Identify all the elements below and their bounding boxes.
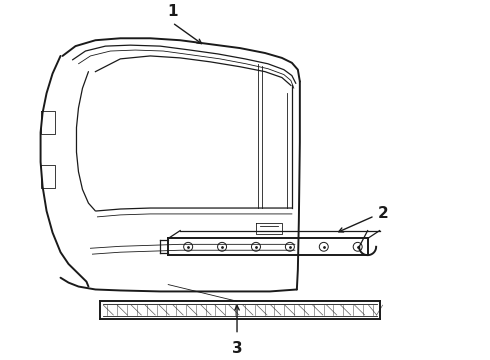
Text: 3: 3 — [232, 341, 243, 356]
Text: 2: 2 — [378, 206, 389, 221]
Text: 1: 1 — [167, 4, 177, 19]
